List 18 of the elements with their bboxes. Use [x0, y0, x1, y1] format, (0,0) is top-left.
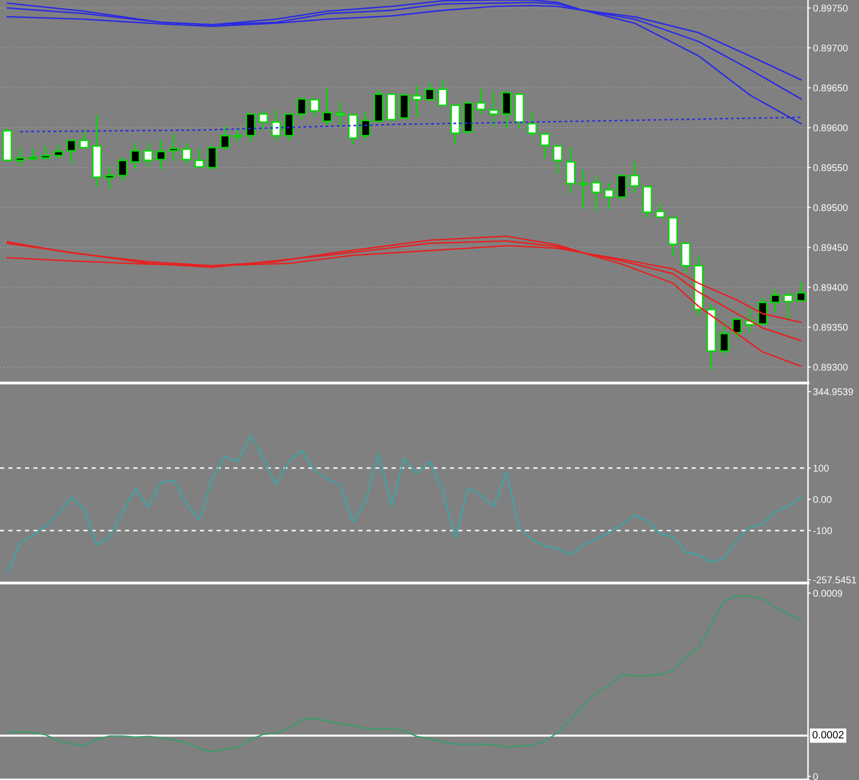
y-tick-label: -257.5451 [813, 576, 856, 584]
y-tick-label: 0.89500 [813, 204, 848, 212]
y-tick-label: 0.0009 [813, 590, 842, 597]
y-tick-label: 0.89750 [813, 4, 848, 12]
y-tick-label: 0.89600 [813, 124, 848, 132]
y-tick-label: 0.89550 [813, 164, 848, 172]
y-tick-label: 0.89700 [813, 44, 848, 52]
y-tick-label: 344.9539 [813, 388, 853, 396]
y-tick-label: 0.89300 [813, 364, 848, 371]
y-tick-label: 100 [814, 464, 829, 472]
ref-line-label: 0.0002 [812, 731, 844, 738]
y-tick-label: 0.00 [813, 496, 832, 503]
y-tick-label: 0.89450 [813, 244, 848, 251]
y-tick-label: 0 [813, 773, 818, 780]
y-tick-label: -100 [813, 527, 832, 534]
y-tick-label: 0.89400 [813, 284, 848, 291]
y-tick-label: 0.89650 [813, 84, 848, 92]
y-tick-label: 0.89350 [813, 324, 848, 331]
